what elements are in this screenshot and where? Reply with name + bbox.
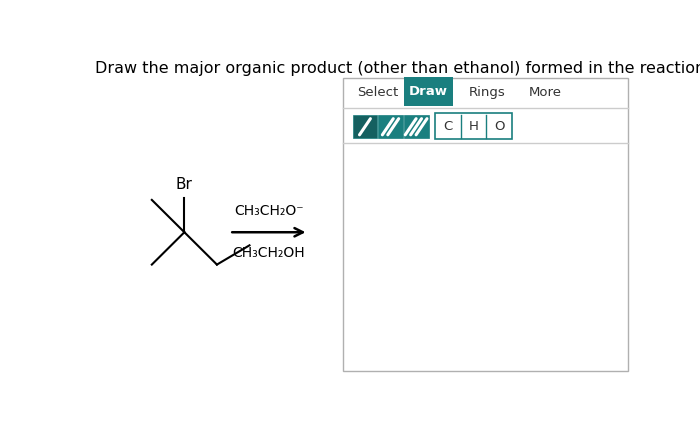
Text: Draw the major organic product (other than ethanol) formed in the reaction.: Draw the major organic product (other th…: [95, 61, 700, 75]
Text: CH₃CH₂OH: CH₃CH₂OH: [232, 246, 305, 260]
Text: More: More: [528, 86, 561, 99]
Text: Select: Select: [358, 86, 399, 99]
Bar: [435, 113, 512, 139]
Text: O: O: [494, 120, 504, 133]
Text: C: C: [443, 120, 452, 133]
Bar: [404, 115, 428, 139]
Text: Rings: Rings: [468, 86, 505, 99]
Bar: [378, 115, 403, 139]
Text: Br: Br: [176, 177, 192, 192]
Bar: [353, 115, 377, 139]
Text: H: H: [468, 120, 478, 133]
Bar: [343, 78, 629, 371]
Bar: [405, 77, 452, 106]
Text: Draw: Draw: [409, 85, 448, 98]
Text: CH₃CH₂O⁻: CH₃CH₂O⁻: [234, 204, 304, 218]
